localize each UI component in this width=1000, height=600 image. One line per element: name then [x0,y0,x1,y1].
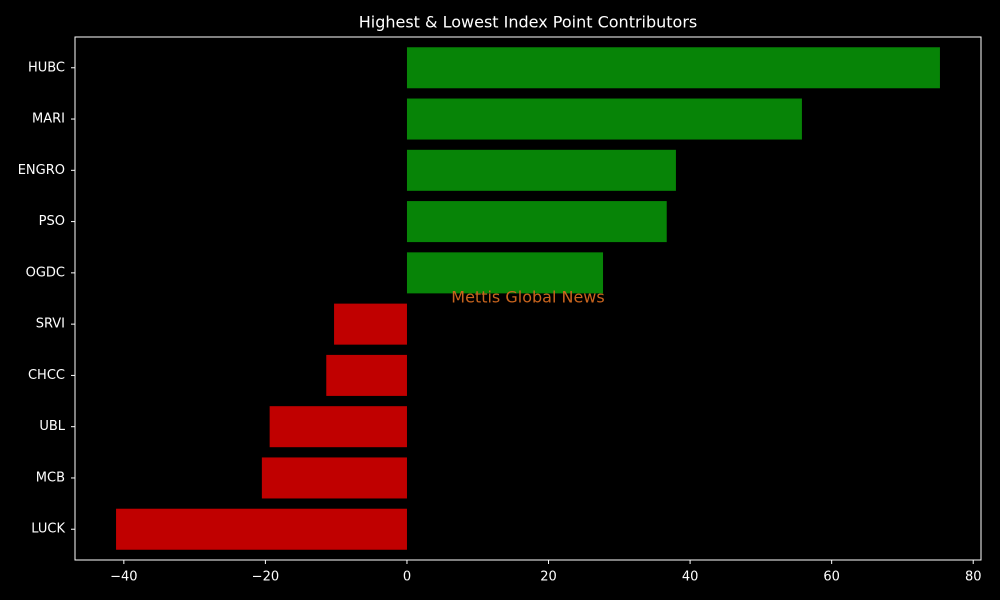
y-tick-label: PSO [39,214,65,229]
bar [261,457,407,499]
y-tick-label: LUCK [31,522,65,537]
x-tick-label: 40 [682,570,699,585]
chart-title: Highest & Lowest Index Point Contributor… [359,13,698,32]
bar [406,47,940,89]
x-tick-label: −40 [110,570,137,585]
bar [269,406,407,448]
bar [116,508,407,550]
x-tick-label: 80 [965,570,982,585]
bar [406,252,604,294]
x-tick-label: −20 [252,570,279,585]
watermark: Mettis Global News [451,288,604,307]
y-tick-label: OGDC [26,265,65,280]
bar [406,201,667,243]
y-tick-label: CHCC [28,368,65,383]
x-tick-label: 60 [823,570,840,585]
plot-frame [74,36,982,561]
y-tick-label: ENGRO [18,163,65,178]
x-tick-label: 0 [403,570,411,585]
bar [406,98,802,140]
y-tick-label: SRVI [36,317,65,332]
bar [334,303,407,345]
x-tick-label: 20 [540,570,557,585]
y-tick-label: HUBC [28,60,65,75]
y-tick-label: MARI [32,112,65,127]
y-tick-label: MCB [36,470,65,485]
y-tick-label: UBL [39,419,65,434]
bar [406,149,676,191]
bar [326,354,407,396]
